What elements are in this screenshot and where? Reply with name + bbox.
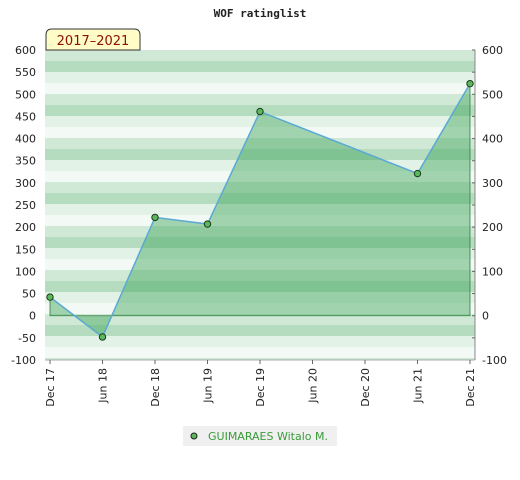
y-tick-label-right: 100 <box>482 265 503 278</box>
y-tick-label-right: 0 <box>482 310 489 323</box>
y-tick-label: 400 <box>15 133 36 146</box>
x-tick-label: Dec 17 <box>44 368 57 407</box>
background-band <box>45 303 475 314</box>
background-band <box>45 358 475 360</box>
data-point <box>98 333 107 341</box>
x-tick-label: Jun 19 <box>202 368 215 404</box>
x-tick-label: Dec 20 <box>359 368 372 407</box>
background-band <box>45 292 475 303</box>
y-axis-left: -100 -50 0 50 100 150 200 250 300 350 400 450 500 550… <box>11 44 36 367</box>
background-band <box>45 248 475 259</box>
x-tick-label: Jun 18 <box>97 368 110 404</box>
background-bands <box>45 50 475 360</box>
y-tick-label: 150 <box>15 243 36 256</box>
background-band <box>45 149 475 160</box>
data-point <box>256 107 264 116</box>
data-points <box>46 79 474 341</box>
x-tick-label: Jun 20 <box>307 368 320 404</box>
x-tick-label: Jun 21 <box>412 368 425 404</box>
background-band <box>45 325 475 336</box>
background-band <box>45 50 475 61</box>
legend-box <box>183 426 337 446</box>
y-tick-label: 450 <box>15 110 36 123</box>
background-band <box>45 336 475 347</box>
y-tick-label-right: 600 <box>482 44 503 57</box>
year-range-badge: 2017–2021 <box>45 28 141 51</box>
chart-title: WOF ratinglist <box>214 7 307 20</box>
y-tick-label-right: 500 <box>482 88 503 101</box>
y-tick-label: 300 <box>15 177 36 190</box>
data-point <box>46 293 54 301</box>
y-tick-label: 350 <box>15 155 36 168</box>
background-band <box>45 61 475 72</box>
x-axis: Dec 17 Jun 18 Dec 18 Jun 19 Dec 19 Jun 20 Dec … <box>44 359 477 407</box>
background-band <box>45 127 475 138</box>
background-band <box>45 138 475 149</box>
y-tick-label: 100 <box>15 265 36 278</box>
y-tick-label: -50 <box>18 332 36 345</box>
y-tick-label-right: 300 <box>482 177 503 190</box>
background-band <box>45 94 475 105</box>
background-band <box>45 182 475 193</box>
background-band <box>45 160 475 171</box>
legend-marker <box>190 432 198 440</box>
x-tick-label: Dec 21 <box>464 368 477 407</box>
y-tick-label: 250 <box>15 199 36 212</box>
y-tick-label-right: 200 <box>482 221 503 234</box>
badge-label: 2017–2021 <box>57 34 130 49</box>
background-band <box>45 259 475 270</box>
background-band <box>45 347 475 358</box>
background-band <box>45 204 475 215</box>
y-axis-right: -100 0 100 200 300 400 500 600 <box>472 44 507 367</box>
background-band <box>45 226 475 237</box>
legend-label: GUIMARAES Witalo M. <box>208 430 328 443</box>
background-band <box>45 116 475 127</box>
data-point <box>203 220 212 228</box>
y-tick-label: -100 <box>11 354 36 367</box>
y-tick-label: 500 <box>15 88 36 101</box>
y-tick-label: 0 <box>29 310 36 323</box>
y-tick-label: 50 <box>22 288 36 301</box>
x-tick-label: Dec 19 <box>254 368 267 407</box>
y-tick-label-right: 400 <box>482 133 503 146</box>
data-point <box>413 169 422 178</box>
legend: GUIMARAES Witalo M. <box>183 426 337 446</box>
background-band <box>45 314 475 325</box>
background-band <box>45 270 475 281</box>
y-tick-label: 200 <box>15 221 36 234</box>
background-band <box>45 237 475 248</box>
y-tick-label: 550 <box>15 66 36 79</box>
x-tick-label: Dec 18 <box>149 368 162 407</box>
y-tick-label: 600 <box>15 44 36 57</box>
background-band <box>45 193 475 204</box>
background-band <box>45 72 475 83</box>
data-point <box>466 79 474 88</box>
background-band <box>45 215 475 226</box>
background-band <box>45 83 475 94</box>
background-band <box>45 171 475 182</box>
background-band <box>45 281 475 292</box>
data-point <box>151 213 159 222</box>
y-tick-label-right: -100 <box>482 354 507 367</box>
